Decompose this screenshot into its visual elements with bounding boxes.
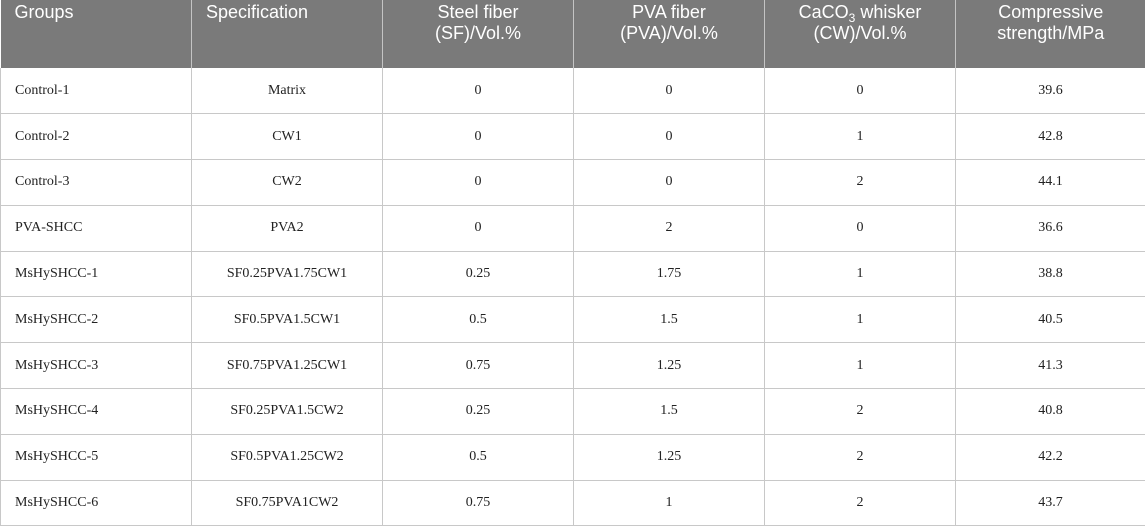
cell-compressive-strength: 41.3	[955, 342, 1145, 390]
cell-caco3-whisker: 0	[764, 205, 956, 252]
cell-group: MsHySHCC-5	[0, 434, 192, 481]
cell-steel-fiber: 0.25	[382, 251, 574, 298]
table-row: Control-3 CW2 0 0 2 44.1	[0, 159, 1145, 206]
cell-steel-fiber: 0.25	[382, 388, 574, 435]
cell-steel-fiber: 0.5	[382, 296, 574, 344]
cell-specification: SF0.75PVA1CW2	[191, 480, 383, 526]
cell-group: PVA-SHCC	[0, 205, 192, 252]
cell-group: MsHySHCC-1	[0, 251, 192, 298]
cell-specification: SF0.25PVA1.75CW1	[191, 251, 383, 298]
cell-caco3-whisker: 2	[764, 434, 956, 481]
cell-caco3-whisker: 2	[764, 480, 956, 526]
header-caco3-subscript: 3	[848, 11, 856, 25]
cell-pva-fiber: 1.5	[573, 388, 765, 435]
cell-compressive-strength: 42.2	[955, 434, 1145, 481]
header-compressive-strength: Compressive strength/MPa	[955, 0, 1145, 68]
cell-caco3-whisker: 1	[764, 342, 956, 390]
table-row: MsHySHCC-1 SF0.25PVA1.75CW1 0.25 1.75 1 38.8	[0, 251, 1145, 298]
cell-caco3-whisker: 2	[764, 388, 956, 435]
cell-pva-fiber: 1.25	[573, 342, 765, 390]
cell-caco3-whisker: 1	[764, 113, 956, 161]
cell-steel-fiber: 0	[382, 113, 574, 161]
cell-pva-fiber: 0	[573, 68, 765, 115]
cell-specification: Matrix	[191, 68, 383, 115]
header-pva-fiber: PVA fiber (PVA)/Vol.%	[573, 0, 765, 68]
header-specification-text: Specification	[206, 2, 309, 22]
table-row: PVA-SHCC PVA2 0 2 0 36.6	[0, 205, 1145, 252]
cell-pva-fiber: 1.25	[573, 434, 765, 481]
cell-group: MsHySHCC-2	[0, 296, 192, 344]
cell-specification: SF0.75PVA1.25CW1	[191, 342, 383, 390]
cell-steel-fiber: 0.75	[382, 342, 574, 390]
cell-steel-fiber: 0.75	[382, 480, 574, 526]
header-steel-fiber: Steel fiber (SF)/Vol.%	[382, 0, 574, 68]
header-caco3-line2: (CW)/Vol.%	[813, 23, 907, 43]
header-groups: Groups	[0, 0, 192, 68]
header-pva-fiber-line2: (PVA)/Vol.%	[620, 23, 718, 43]
cell-group: Control-1	[0, 68, 192, 115]
table-header: Groups Specification Steel fiber (SF)/Vo…	[0, 0, 1145, 68]
cell-compressive-strength: 42.8	[955, 113, 1145, 161]
header-specification: Specification	[191, 0, 383, 68]
cell-specification: SF0.5PVA1.25CW2	[191, 434, 383, 481]
cell-steel-fiber: 0	[382, 205, 574, 252]
cell-caco3-whisker: 0	[764, 68, 956, 115]
cell-pva-fiber: 2	[573, 205, 765, 252]
cell-steel-fiber: 0	[382, 68, 574, 115]
header-pva-fiber-line1: PVA fiber	[632, 2, 706, 22]
cell-caco3-whisker: 2	[764, 159, 956, 206]
header-caco3-whisker: CaCO3 whisker (CW)/Vol.%	[764, 0, 956, 68]
cell-compressive-strength: 39.6	[955, 68, 1145, 115]
table-row: Control-2 CW1 0 0 1 42.8	[0, 113, 1145, 161]
cell-specification: CW1	[191, 113, 383, 161]
cell-compressive-strength: 38.8	[955, 251, 1145, 298]
header-row: Groups Specification Steel fiber (SF)/Vo…	[0, 0, 1145, 68]
table-row: MsHySHCC-3 SF0.75PVA1.25CW1 0.75 1.25 1 41.3	[0, 342, 1145, 390]
cell-specification: SF0.5PVA1.5CW1	[191, 296, 383, 344]
header-caco3-pre: CaCO	[798, 2, 849, 22]
cell-steel-fiber: 0	[382, 159, 574, 206]
cell-caco3-whisker: 1	[764, 251, 956, 298]
cell-compressive-strength: 43.7	[955, 480, 1145, 526]
cell-pva-fiber: 0	[573, 159, 765, 206]
header-groups-text: Groups	[14, 2, 74, 22]
header-steel-fiber-line2: (SF)/Vol.%	[434, 23, 522, 43]
cell-group: MsHySHCC-6	[0, 480, 192, 526]
cell-group: Control-2	[0, 113, 192, 161]
table-row: MsHySHCC-6 SF0.75PVA1CW2 0.75 1 2 43.7	[0, 480, 1145, 526]
cell-compressive-strength: 44.1	[955, 159, 1145, 206]
cell-caco3-whisker: 1	[764, 296, 956, 344]
table-row: Control-1 Matrix 0 0 0 39.6	[0, 68, 1145, 115]
cell-specification: SF0.25PVA1.5CW2	[191, 388, 383, 435]
cell-compressive-strength: 40.5	[955, 296, 1145, 344]
header-caco3-post: whisker	[855, 2, 922, 22]
table-row: MsHySHCC-5 SF0.5PVA1.25CW2 0.5 1.25 2 42.2	[0, 434, 1145, 481]
cell-specification: CW2	[191, 159, 383, 206]
cell-pva-fiber: 1.75	[573, 251, 765, 298]
cell-group: MsHySHCC-3	[0, 342, 192, 390]
cell-pva-fiber: 1	[573, 480, 765, 526]
cell-group: Control-3	[0, 159, 192, 206]
cell-pva-fiber: 1.5	[573, 296, 765, 344]
cell-steel-fiber: 0.5	[382, 434, 574, 481]
cell-pva-fiber: 0	[573, 113, 765, 161]
header-steel-fiber-line1: Steel fiber	[437, 2, 519, 22]
cell-compressive-strength: 40.8	[955, 388, 1145, 435]
table-body: Control-1 Matrix 0 0 0 39.6 Control-2 CW1 0 0 1 42.…	[0, 68, 1145, 526]
header-compressive-line1: Compressive	[998, 2, 1104, 22]
cell-group: MsHySHCC-4	[0, 388, 192, 435]
header-compressive-line2: strength/MPa	[997, 23, 1105, 43]
cell-specification: PVA2	[191, 205, 383, 252]
cell-compressive-strength: 36.6	[955, 205, 1145, 252]
table-row: MsHySHCC-4 SF0.25PVA1.5CW2 0.25 1.5 2 40.8	[0, 388, 1145, 435]
table-row: MsHySHCC-2 SF0.5PVA1.5CW1 0.5 1.5 1 40.5	[0, 296, 1145, 344]
